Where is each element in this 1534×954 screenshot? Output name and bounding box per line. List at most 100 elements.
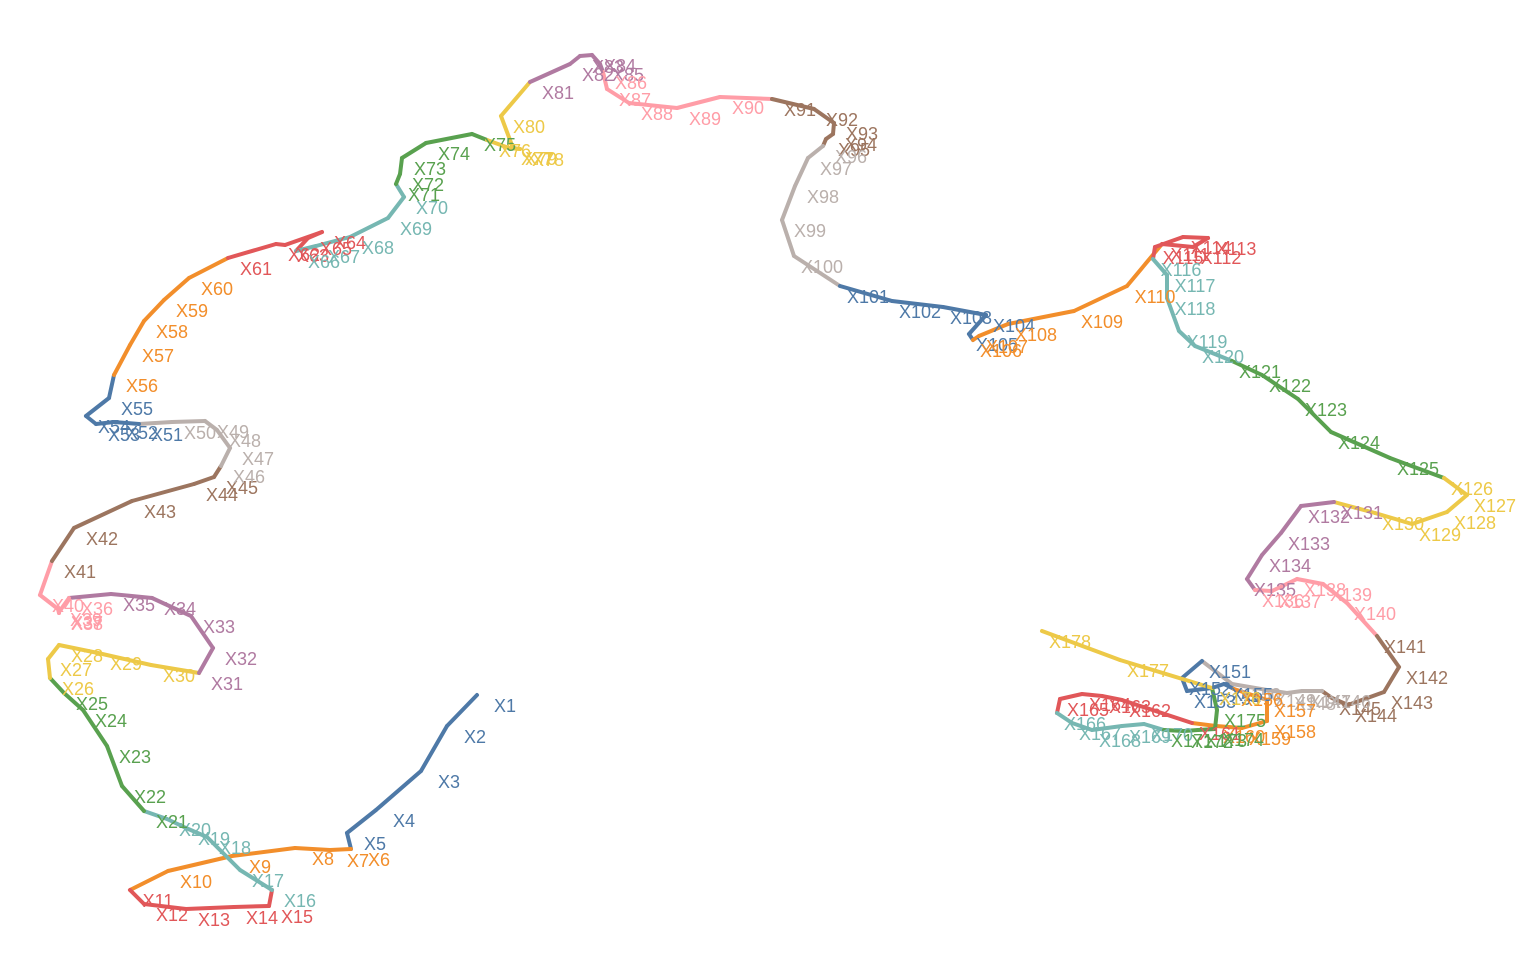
path-segment-X55-X56 bbox=[107, 373, 116, 400]
point-label-x158: X158 bbox=[1274, 722, 1316, 742]
point-label-x7: X7 bbox=[347, 851, 369, 871]
point-label-x114: X114 bbox=[1191, 238, 1232, 258]
path-segment-X21-X22 bbox=[120, 784, 146, 813]
path-segment-X176-X177 bbox=[1118, 658, 1214, 690]
point-label-x144: X144 bbox=[1355, 706, 1397, 726]
point-label-x78: X78 bbox=[532, 150, 564, 170]
path-segment-X134-X135 bbox=[1245, 553, 1264, 581]
point-label-x23: X23 bbox=[119, 747, 151, 767]
point-label-x175: X175 bbox=[1224, 711, 1266, 731]
path-segment-X89-X90 bbox=[675, 95, 722, 110]
point-label-x62: X62 bbox=[288, 245, 320, 265]
point-label-x49: X49 bbox=[217, 422, 249, 442]
point-label-x58: X58 bbox=[156, 322, 188, 342]
point-label-x108: X108 bbox=[1015, 325, 1057, 345]
path-segment-X61-X62 bbox=[226, 242, 278, 260]
point-label-x46: X46 bbox=[233, 467, 265, 487]
path-segment-X25-X26 bbox=[48, 676, 66, 695]
point-label-x136: X136 bbox=[1262, 591, 1304, 611]
point-label-x161: X161 bbox=[1199, 724, 1241, 744]
point-label-x64: X64 bbox=[334, 233, 366, 253]
path-segment-X5-X6 bbox=[345, 831, 353, 851]
point-label-x74: X74 bbox=[438, 144, 470, 164]
point-label-x33: X33 bbox=[203, 617, 235, 637]
point-label-x154: X154 bbox=[1219, 689, 1261, 709]
path-segment-X162-X163 bbox=[1100, 694, 1124, 702]
point-label-x110: X110 bbox=[1135, 287, 1176, 307]
path-segment-X140-X141 bbox=[1345, 601, 1379, 638]
path-segment-X83-X84 bbox=[578, 53, 594, 58]
point-label-x129: X129 bbox=[1419, 525, 1461, 545]
point-label-x126: X126 bbox=[1451, 479, 1493, 499]
point-label-x139: X139 bbox=[1330, 585, 1372, 605]
path-segment-X29-X30 bbox=[96, 651, 153, 667]
point-label-x39: X39 bbox=[70, 610, 102, 630]
point-label-x51: X51 bbox=[151, 425, 183, 445]
path-segment-X107-X108 bbox=[977, 322, 1010, 338]
point-label-x97: X97 bbox=[820, 159, 852, 179]
path-segment-X68-X69 bbox=[348, 216, 390, 239]
path-segment-X159-X160 bbox=[1214, 724, 1244, 730]
point-label-x177: X177 bbox=[1127, 661, 1169, 681]
path-segment-X87-X88 bbox=[605, 87, 631, 105]
point-label-x83: X83 bbox=[592, 57, 624, 77]
point-label-x87: X87 bbox=[619, 90, 651, 110]
path-segment-X126-X127 bbox=[1442, 476, 1469, 497]
path-segment-X2-X3 bbox=[419, 724, 449, 773]
path-segment-X19-X20 bbox=[165, 817, 188, 830]
path-segment-X90-X91 bbox=[718, 95, 774, 101]
path-segment-X31-X32 bbox=[197, 646, 215, 675]
point-label-x81: X81 bbox=[542, 83, 574, 103]
point-label-x91: X91 bbox=[784, 100, 816, 120]
point-label-x8: X8 bbox=[312, 849, 334, 869]
path-segment-X16-X17 bbox=[238, 868, 274, 892]
point-label-x75: X75 bbox=[484, 135, 516, 155]
path-segment-X40-X41 bbox=[38, 559, 54, 597]
path-segment-X128-X129 bbox=[1410, 510, 1449, 526]
point-label-x61: X61 bbox=[240, 259, 272, 279]
point-label-x29: X29 bbox=[110, 654, 142, 674]
path-segment-X138-X139 bbox=[1295, 577, 1325, 586]
point-label-x150: X150 bbox=[1239, 685, 1281, 705]
point-label-x98: X98 bbox=[807, 187, 839, 207]
point-label-x176: X176 bbox=[1219, 689, 1261, 709]
path-segment-X9-X10 bbox=[166, 854, 234, 873]
path-segment-X114-X115 bbox=[1153, 235, 1185, 249]
point-label-x13: X13 bbox=[198, 910, 230, 930]
path-segment-X36-X37 bbox=[57, 596, 71, 614]
point-label-x17: X17 bbox=[252, 871, 284, 891]
path-segment-X33-X34 bbox=[150, 596, 193, 618]
point-label-x84: X84 bbox=[604, 56, 636, 76]
point-label-x24: X24 bbox=[95, 711, 127, 731]
path-segment-X101-X102 bbox=[838, 284, 894, 303]
point-label-x73: X73 bbox=[414, 159, 446, 179]
point-label-x146: X146 bbox=[1329, 692, 1371, 712]
path-segment-X125-X126 bbox=[1388, 456, 1446, 480]
point-label-x57: X57 bbox=[142, 346, 174, 366]
path-segment-X169-X170 bbox=[1120, 722, 1146, 728]
path-segment-X73-X74 bbox=[400, 141, 428, 160]
point-label-x18: X18 bbox=[219, 838, 251, 858]
path-segment-X167-X168 bbox=[1070, 721, 1094, 732]
point-label-x31: X31 bbox=[211, 674, 243, 694]
path-segment-X118-X119 bbox=[1165, 296, 1181, 333]
path-segment-X20-X21 bbox=[142, 809, 169, 821]
path-segment-X52-X53 bbox=[94, 420, 116, 426]
path-segment-X22-X23 bbox=[105, 744, 124, 788]
path-segment-X165-X166 bbox=[1055, 697, 1062, 715]
path-segment-X13-X14 bbox=[184, 905, 236, 911]
path-segment-X70-X71 bbox=[394, 182, 406, 199]
path-segment-X98-X99 bbox=[780, 184, 797, 222]
point-label-x143: X143 bbox=[1391, 693, 1433, 713]
point-label-x35: X35 bbox=[123, 595, 155, 615]
path-segment-X132-X133 bbox=[1279, 504, 1303, 535]
point-label-x19: X19 bbox=[198, 829, 230, 849]
point-label-x102: X102 bbox=[899, 302, 941, 322]
point-label-x134: X134 bbox=[1269, 556, 1311, 576]
path-segment-X160-X161 bbox=[1190, 721, 1218, 728]
path-segment-X32-X33 bbox=[189, 614, 215, 650]
path-segment-X86-X87 bbox=[601, 70, 609, 91]
point-label-x122: X122 bbox=[1269, 376, 1311, 396]
point-label-x85: X85 bbox=[612, 65, 644, 85]
